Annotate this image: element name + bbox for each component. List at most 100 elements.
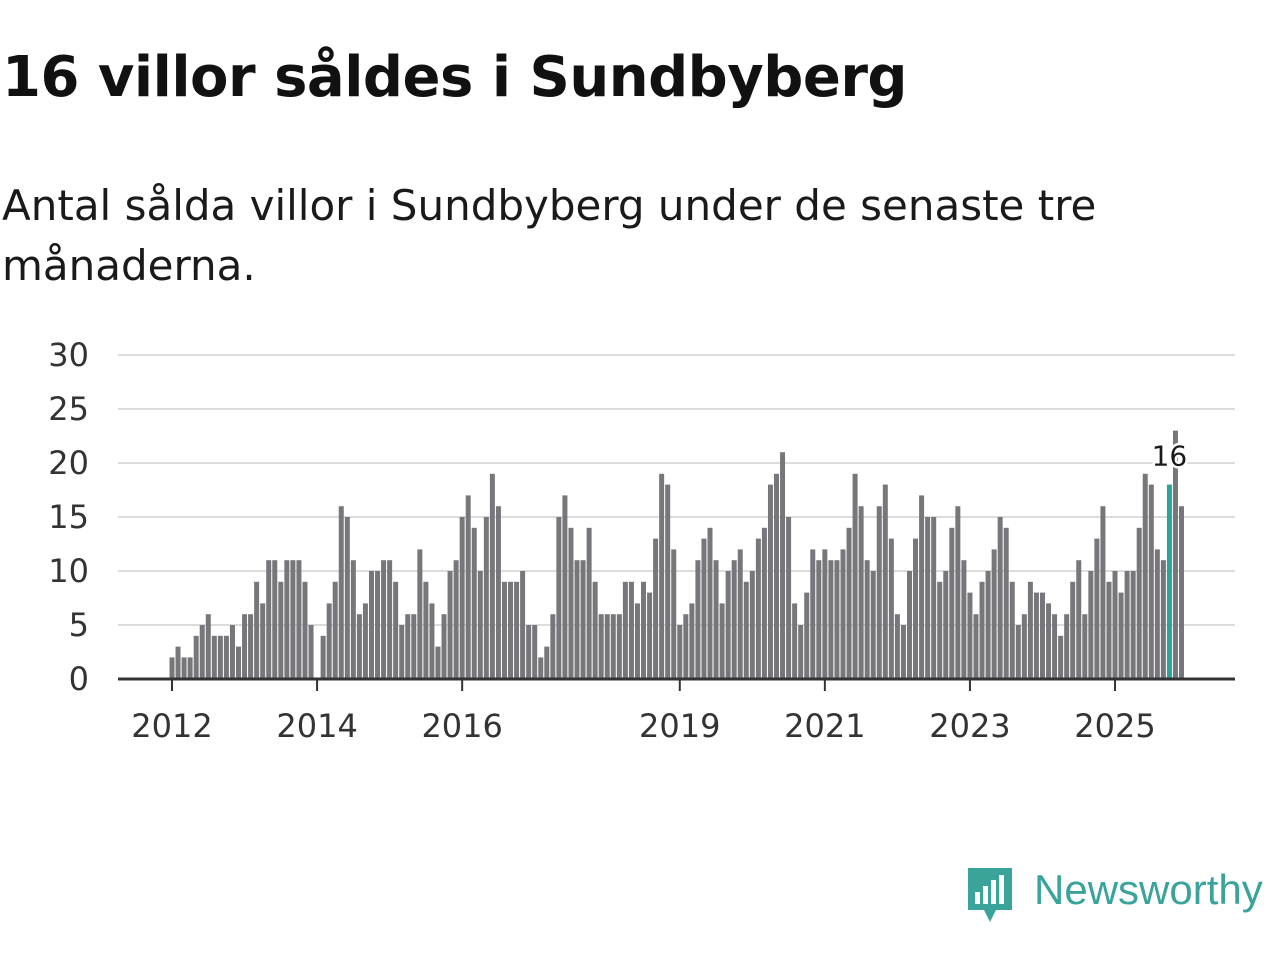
y-tick-label: 30 (48, 336, 89, 374)
bar (894, 614, 900, 679)
bar (864, 560, 870, 679)
bar (1064, 614, 1070, 679)
bar (477, 571, 483, 679)
bar (338, 506, 344, 679)
bar (423, 581, 429, 679)
bar (284, 560, 290, 679)
bar (1015, 625, 1021, 679)
bar (435, 646, 441, 679)
bar (181, 657, 187, 679)
bar (761, 527, 767, 679)
bars (169, 430, 1185, 679)
bar (417, 549, 423, 679)
bar (362, 603, 368, 679)
bar (248, 614, 254, 679)
bar (1021, 614, 1027, 679)
bar (1118, 592, 1124, 679)
bar (465, 495, 471, 679)
bar (260, 603, 266, 679)
bar (356, 614, 362, 679)
bar (622, 581, 628, 679)
bar (1154, 549, 1160, 679)
bar (616, 614, 622, 679)
bar (634, 603, 640, 679)
data-label: 16 (1152, 440, 1188, 473)
bar (822, 549, 828, 679)
bar (834, 560, 840, 679)
brand-logo: Newsworthy (964, 864, 1263, 928)
bar (1076, 560, 1082, 679)
bar (290, 560, 296, 679)
bar (459, 517, 465, 679)
bar (882, 484, 888, 679)
bar (937, 581, 943, 679)
bar (925, 517, 931, 679)
bar (387, 560, 393, 679)
bar (604, 614, 610, 679)
bar (876, 506, 882, 679)
bar (731, 560, 737, 679)
bar (429, 603, 435, 679)
bar (780, 452, 786, 679)
y-tick-label: 10 (48, 552, 89, 590)
bar (610, 614, 616, 679)
bar (501, 581, 507, 679)
bar (375, 571, 381, 679)
bar (1172, 430, 1178, 679)
bar (229, 625, 235, 679)
chart-title: 16 villor såldes i Sundbyberg (2, 45, 908, 110)
x-tick-label: 2016 (421, 707, 502, 740)
bar (187, 657, 193, 679)
bar (242, 614, 248, 679)
bar (973, 614, 979, 679)
bar (840, 549, 846, 679)
bar (471, 527, 477, 679)
bar (792, 603, 798, 679)
bar (665, 484, 671, 679)
bar (858, 506, 864, 679)
bar (326, 603, 332, 679)
bar (810, 549, 816, 679)
bar (381, 560, 387, 679)
x-tick-label: 2014 (276, 707, 357, 740)
bar (344, 517, 350, 679)
x-tick-label: 2023 (929, 707, 1010, 740)
bar (254, 581, 260, 679)
bar (495, 506, 501, 679)
bar (852, 473, 858, 679)
bar (169, 657, 175, 679)
bar (1142, 473, 1148, 679)
bar (405, 614, 411, 679)
bar (1009, 581, 1015, 679)
bar (538, 657, 544, 679)
bar (1148, 484, 1154, 679)
bar (562, 495, 568, 679)
bar (671, 549, 677, 679)
bar (1052, 614, 1058, 679)
bar (695, 560, 701, 679)
bar (653, 538, 659, 679)
bar (816, 560, 822, 679)
bar (393, 581, 399, 679)
bar (532, 625, 538, 679)
y-tick-label: 5 (69, 606, 89, 644)
bar (1124, 571, 1130, 679)
bar (217, 635, 223, 679)
bar (332, 581, 338, 679)
bar (677, 625, 683, 679)
bar (483, 517, 489, 679)
y-tick-label: 15 (48, 498, 89, 536)
bar (1136, 527, 1142, 679)
bar (441, 614, 447, 679)
bar (1082, 614, 1088, 679)
bar (453, 560, 459, 679)
x-tick-label: 2012 (131, 707, 212, 740)
bar (1070, 581, 1076, 679)
bar (961, 560, 967, 679)
bar (737, 549, 743, 679)
bar (725, 571, 731, 679)
bar (574, 560, 580, 679)
bar (598, 614, 604, 679)
bar (828, 560, 834, 679)
